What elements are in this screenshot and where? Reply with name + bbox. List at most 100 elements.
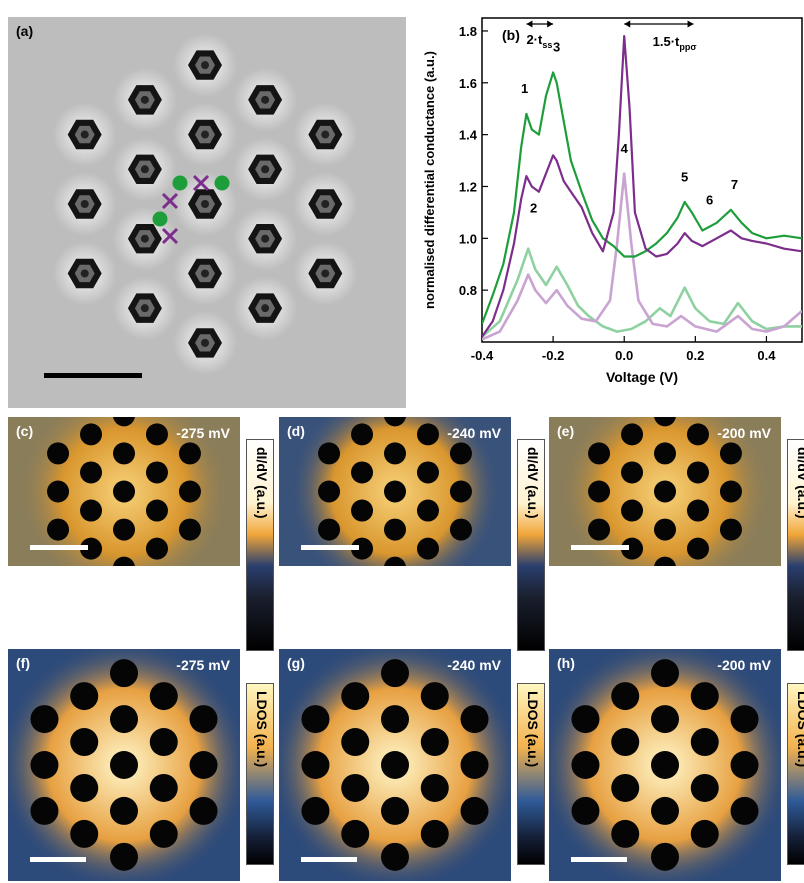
x-tick-label: -0.4 <box>471 348 494 363</box>
map-dark-site <box>690 773 719 802</box>
map-dark-site <box>730 796 759 825</box>
adsorbate-molecule <box>233 67 298 132</box>
map-image <box>8 417 240 566</box>
map-panel-c: (c) -275 mV <box>8 417 240 566</box>
y-tick-label: 1.2 <box>459 179 477 194</box>
tss-arrow <box>526 20 554 28</box>
map-dark-site <box>30 751 59 779</box>
adsorbate-molecule <box>293 172 358 236</box>
peak-label-2: 2 <box>530 200 537 215</box>
map-scale-bar <box>301 857 357 862</box>
site-marker-cross <box>161 227 179 245</box>
map-dark-site <box>719 480 742 503</box>
map-dark-site <box>149 773 178 802</box>
site-marker-cross <box>161 192 179 210</box>
map-dark-site <box>189 705 218 734</box>
map-dark-site <box>301 796 330 825</box>
map-dark-site <box>145 499 168 522</box>
map-scale-bar <box>30 857 86 862</box>
topograph-image <box>52 33 358 375</box>
y-axis-label: normalised differential conductance (a.u… <box>422 51 437 309</box>
panel-b-label: (b) <box>502 27 520 43</box>
map-dark-site <box>110 842 138 871</box>
colorbar-label: LDOS (a.u.) <box>795 691 804 768</box>
map-dark-site <box>145 537 168 560</box>
colorbar-label: dI/dV (a.u.) <box>254 447 270 519</box>
map-dark-site <box>651 842 679 871</box>
site-marker-dot <box>172 175 188 191</box>
map-dark-site <box>460 796 489 825</box>
map-dark-site <box>301 751 330 779</box>
colorbar <box>517 439 545 651</box>
map-dark-site <box>189 796 218 825</box>
tppo-arrow <box>624 20 694 28</box>
y-tick-label: 1.4 <box>459 128 478 143</box>
y-tick-label: 1.0 <box>459 231 477 246</box>
map-dark-site <box>341 773 370 802</box>
map-dark-site <box>460 751 489 779</box>
x-tick-label: 0.0 <box>615 348 633 363</box>
panel-a-scale-bar <box>44 373 142 378</box>
map-image <box>8 649 240 881</box>
map-dark-site <box>384 417 406 427</box>
map-dark-site <box>730 705 759 734</box>
series-line-experiment <box>482 71 802 325</box>
map-panel-label: (d) <box>287 423 305 439</box>
map-dark-site <box>571 705 600 734</box>
adsorbate-molecule <box>52 241 117 306</box>
map-dark-site <box>621 499 644 522</box>
colorbar-label: LDOS (a.u.) <box>254 691 270 768</box>
map-dark-site <box>416 537 439 560</box>
map-dark-site <box>381 659 409 688</box>
map-dark-site <box>460 705 489 734</box>
peak-label-7: 7 <box>731 177 738 192</box>
series-line-calculation <box>482 172 802 341</box>
adsorbate-molecule <box>173 102 237 167</box>
map-dark-site <box>110 659 138 688</box>
y-tick-label: 1.8 <box>459 24 477 39</box>
map-dark-site <box>70 682 99 711</box>
map-dark-site <box>416 461 439 484</box>
map-dark-site <box>686 423 709 446</box>
tppo-annotation: 1.5·tppσ <box>653 34 697 52</box>
map-scale-bar <box>30 545 88 550</box>
map-dark-site <box>588 442 611 465</box>
map-dark-site <box>690 728 719 757</box>
map-dark-site <box>70 773 99 802</box>
map-dark-site <box>110 796 138 825</box>
adsorbate-molecule <box>52 102 117 167</box>
map-dark-site <box>686 499 709 522</box>
map-image <box>279 417 511 566</box>
map-dark-site <box>651 659 679 688</box>
map-image <box>549 649 781 881</box>
map-dark-site <box>611 819 640 848</box>
map-dark-site <box>420 819 449 848</box>
map-voltage-label: -275 mV <box>176 657 230 673</box>
map-dark-site <box>80 423 103 446</box>
tss-annotation: 2·tss <box>526 32 552 50</box>
map-dark-site <box>449 442 472 465</box>
map-dark-site <box>588 518 611 541</box>
map-dark-site <box>686 461 709 484</box>
map-dark-site <box>113 480 135 503</box>
map-dark-site <box>690 682 719 711</box>
map-dark-site <box>47 480 70 503</box>
map-dark-site <box>654 556 676 566</box>
map-dark-site <box>654 442 676 465</box>
map-dark-site <box>145 461 168 484</box>
map-dark-site <box>341 682 370 711</box>
map-panel-label: (c) <box>16 423 34 439</box>
map-dark-site <box>719 442 742 465</box>
map-dark-site <box>588 480 611 503</box>
map-scale-bar <box>571 545 629 550</box>
map-voltage-label: -200 mV <box>717 425 771 441</box>
map-dark-site <box>621 461 644 484</box>
adsorbate-molecule <box>173 241 237 306</box>
map-dark-site <box>420 728 449 757</box>
adsorbate-molecule <box>293 102 358 167</box>
map-dark-site <box>611 773 640 802</box>
adsorbate-molecule <box>173 310 237 375</box>
map-dark-site <box>381 705 409 734</box>
map-dark-site <box>110 751 138 779</box>
map-dark-site <box>80 499 103 522</box>
